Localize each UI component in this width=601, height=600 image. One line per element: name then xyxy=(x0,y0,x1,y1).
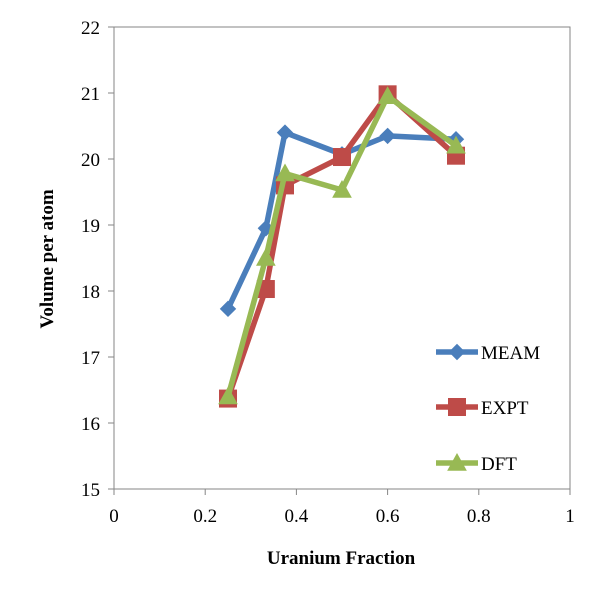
y-axis-title: Volume per atom xyxy=(37,189,58,329)
series-layer xyxy=(218,85,466,408)
legend-item-expt: EXPT xyxy=(436,398,529,419)
dft-point xyxy=(255,247,276,266)
x-tick-label: 0.8 xyxy=(467,506,491,527)
legend-label: DFT xyxy=(481,454,517,475)
meam-point xyxy=(219,300,237,318)
y-tick-label: 18 xyxy=(81,282,100,303)
series-dft xyxy=(218,86,466,405)
dft-point xyxy=(446,135,466,154)
legend-item-dft: DFT xyxy=(436,452,517,475)
x-tick-label: 0 xyxy=(109,506,119,527)
legend: MEAM EXPT DFT xyxy=(436,343,540,475)
legend-item-meam: MEAM xyxy=(436,343,540,364)
legend-marker xyxy=(448,398,466,416)
meam-point xyxy=(276,124,294,141)
legend-marker xyxy=(448,343,466,361)
meam-point xyxy=(379,127,396,145)
x-tick-label: 1 xyxy=(565,506,575,527)
x-tick-label: 0.4 xyxy=(285,506,309,527)
y-tick-label: 15 xyxy=(81,480,100,501)
meam-line xyxy=(225,129,459,312)
dft-point xyxy=(218,386,238,405)
x-tick-labels: 0 0.2 0.4 0.6 0.8 1 xyxy=(109,506,575,527)
x-tick-label: 0.6 xyxy=(376,506,400,527)
expt-point xyxy=(333,148,351,167)
legend-marker xyxy=(447,452,467,471)
legend-label: MEAM xyxy=(481,343,540,364)
x-axis-title: Uranium Fraction xyxy=(267,548,416,569)
plot-frame xyxy=(113,26,571,490)
dft-point xyxy=(377,86,398,104)
dft-point xyxy=(332,179,352,198)
y-tick-label: 17 xyxy=(81,348,100,369)
x-tick-label: 0.2 xyxy=(193,506,217,527)
dft-point xyxy=(275,163,295,182)
y-tick-label: 19 xyxy=(81,216,100,237)
legend-label: EXPT xyxy=(481,398,529,419)
y-tick-label: 20 xyxy=(81,150,100,171)
axes xyxy=(108,26,571,495)
y-tick-labels: 15 16 17 18 19 20 21 22 xyxy=(81,18,100,501)
y-tick-label: 16 xyxy=(81,414,100,435)
dft-line xyxy=(225,93,459,400)
y-tick-label: 22 xyxy=(81,18,100,39)
y-tick-label: 21 xyxy=(81,84,100,105)
